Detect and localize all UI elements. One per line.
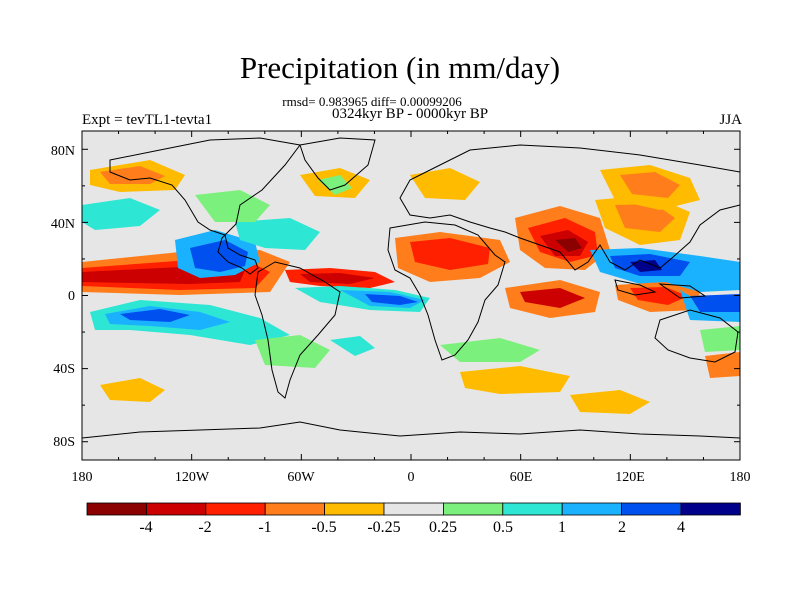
y-tick-label: 80N [51, 144, 75, 159]
x-axis-labels: 180 120W 60W 0 60E 120E 180 [72, 470, 751, 485]
period-label: 0324kyr BP - 0000kyr BP [331, 106, 489, 122]
x-tick-label: 0 [408, 470, 415, 485]
coastlines [82, 137, 740, 439]
anomaly-south-atlantic-wet [330, 336, 375, 356]
anomaly-india-dry-peak [555, 238, 582, 252]
coastline-greenland [299, 137, 376, 191]
colorbar-label: 4 [677, 519, 685, 536]
anomaly-west-pacific-wet-max [630, 260, 662, 272]
colorbar-label: -1 [258, 519, 271, 536]
coastline-antarctica [82, 421, 740, 439]
colorbar-label: 0.5 [493, 519, 513, 536]
experiment-label: Expt = tevTL1-tevta1 [82, 112, 213, 128]
anomaly-sw-pacific-wet [690, 294, 740, 312]
coastline-north-america [109, 137, 301, 275]
coastline-africa [387, 221, 506, 361]
colorbar-swatch [621, 502, 682, 516]
colorbar-swatch [145, 502, 207, 516]
anomaly-north-pacific-dry-core [100, 166, 165, 184]
map-field [82, 131, 740, 460]
colorbar-swatch [561, 502, 623, 516]
colorbar-swatch [324, 502, 385, 516]
colorbar-swatch [383, 502, 444, 516]
anomaly-sw-pacific-wet-edge [680, 290, 740, 322]
coastline-eurasia [399, 144, 740, 271]
colorbar-swatch [205, 502, 266, 516]
colorbar [86, 502, 741, 516]
colorbar-label: 2 [618, 519, 626, 536]
map-title: Precipitation (in mm/day) [239, 50, 561, 85]
y-axis-labels: 80N 40N 0 40S 80S [51, 144, 75, 450]
y-tick-label: 40N [51, 217, 75, 232]
colorbar-labels: -4 -2 -1 -0.5 -0.25 0.25 0.5 1 2 4 [139, 519, 685, 536]
anomaly-sahel-dry-core [410, 238, 490, 270]
anomaly-siberia-dry-core [620, 172, 680, 198]
anomaly-caribbean-wet [235, 218, 320, 250]
anomaly-arabian-sea-dry-core [520, 288, 585, 308]
colorbar-label: 0.25 [429, 519, 457, 536]
coastline-maritime-continent [614, 279, 707, 299]
x-tick-label: 180 [72, 470, 93, 485]
anomaly-greenland-wet [318, 175, 352, 195]
anomaly-indian-ocean-dry [570, 390, 650, 414]
colorbar-label: 1 [558, 519, 566, 536]
x-tick-label: 120E [615, 470, 645, 485]
coastline-south-america [254, 261, 341, 399]
anomaly-north-america-wet [195, 190, 270, 222]
anomaly-south-pacific-wet-max [120, 309, 190, 322]
y-tick-label: 0 [68, 289, 75, 304]
anomaly-europe-dry [410, 168, 480, 200]
colorbar-label: -0.5 [311, 519, 336, 536]
colorbar-swatch [442, 502, 504, 516]
anomaly-tasman-dry [705, 352, 740, 378]
colorbar-swatch [264, 502, 326, 516]
colorbar-label: -2 [198, 519, 211, 536]
statistics-label: rmsd= 0.983965 diff= 0.00099206 [282, 94, 462, 109]
x-tick-label: 180 [730, 470, 751, 485]
anomaly-southern-ocean-dry [460, 366, 570, 394]
x-tick-label: 60W [287, 470, 315, 485]
x-tick-label: 120W [175, 470, 210, 485]
colorbar-swatch [502, 502, 563, 516]
axis-ticks [81, 131, 741, 460]
coastline-australia [654, 309, 739, 363]
anomaly-south-pacific-dry [100, 378, 165, 402]
colorbar-label: -4 [139, 519, 152, 536]
colorbar-swatch [86, 502, 147, 516]
colorbar-label: -0.25 [367, 519, 400, 536]
anomaly-equatorial-atlantic-wet-max [365, 294, 418, 305]
season-label: JJA [719, 112, 742, 128]
anomaly-maritime-dry-core [630, 287, 688, 305]
anomaly-south-america-wet [255, 335, 330, 368]
y-tick-label: 80S [53, 435, 75, 450]
x-tick-label: 60E [510, 470, 533, 485]
anomaly-australia-wet [700, 326, 740, 352]
y-tick-label: 40S [53, 362, 75, 377]
anomaly-north-pacific-wet [82, 198, 160, 230]
anomaly-east-asia-dry-core [615, 204, 675, 232]
colorbar-swatch [680, 502, 741, 516]
anomaly-atlantic-dry-core [300, 273, 375, 284]
